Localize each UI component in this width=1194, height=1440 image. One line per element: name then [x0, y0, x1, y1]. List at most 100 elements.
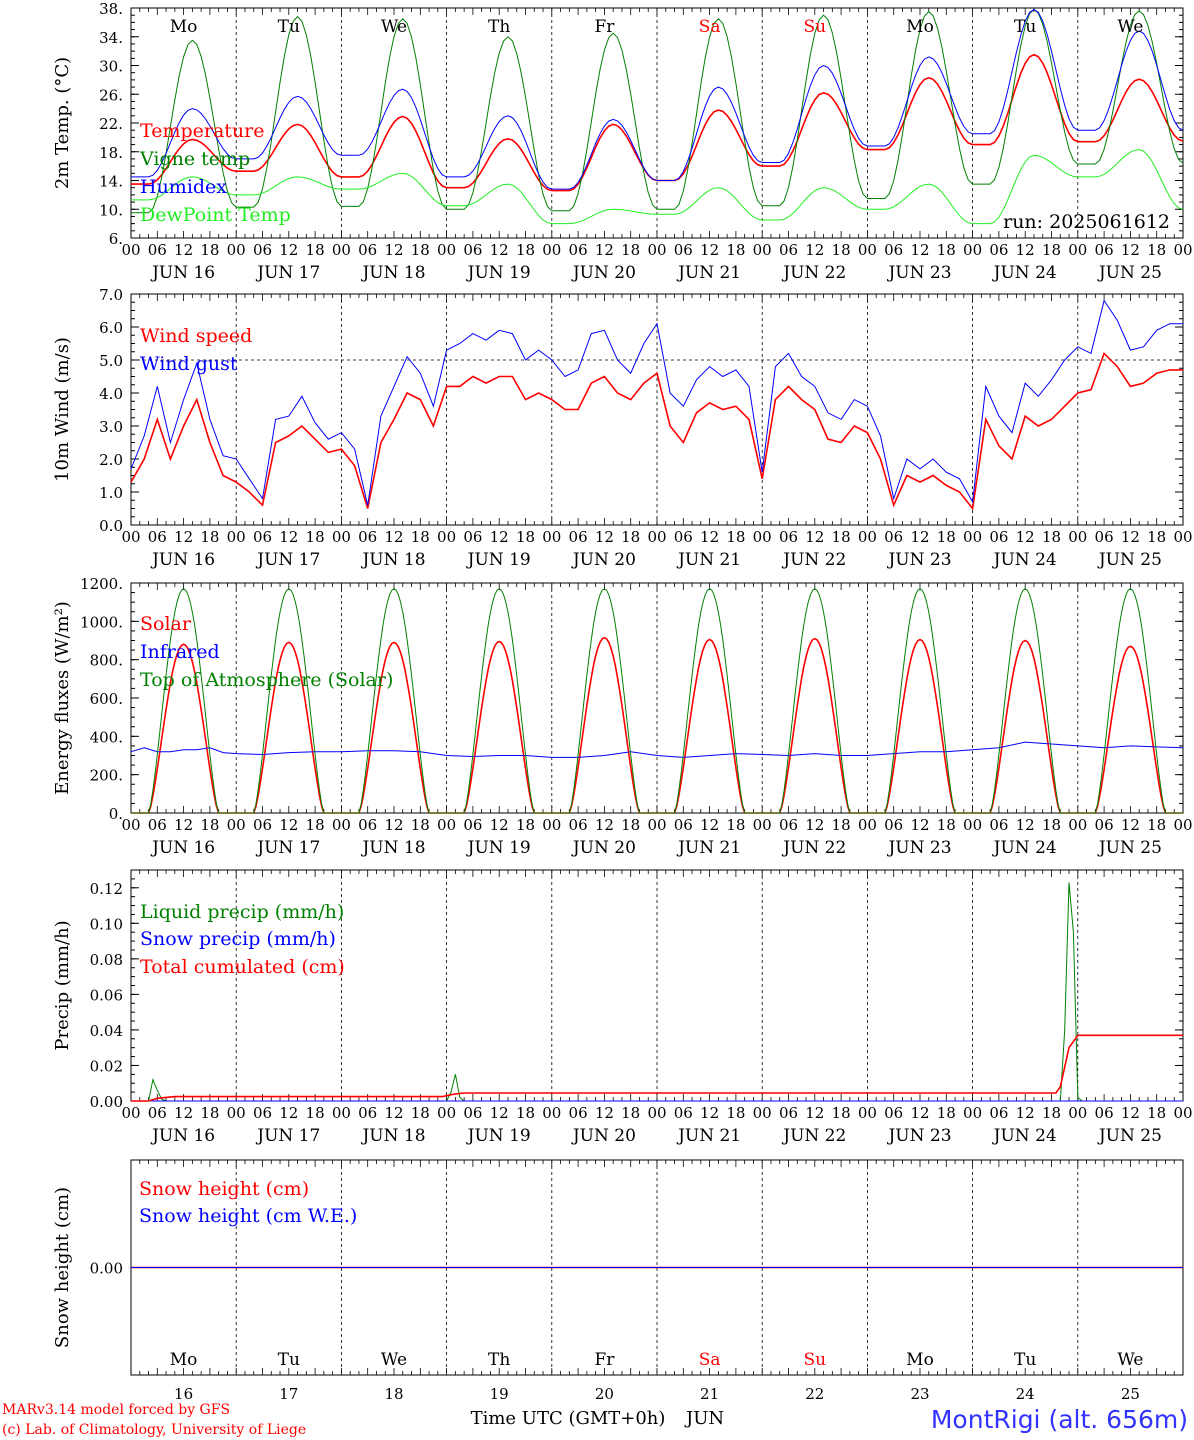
hour-label: 06	[463, 1104, 482, 1122]
weekday-label: Mo	[906, 1350, 934, 1370]
hour-label: 12	[805, 1104, 824, 1122]
y-tick-label: 7.0	[99, 286, 123, 304]
date-label: JUN 19	[466, 550, 531, 570]
hour-label: 00	[121, 1104, 140, 1122]
weekday-label: Fr	[594, 1350, 615, 1370]
hour-label: 12	[595, 816, 614, 834]
hour-label: 00	[963, 1104, 982, 1122]
hour-label: 18	[306, 528, 325, 546]
date-label: JUN 23	[886, 550, 951, 570]
hour-label: 00	[1173, 1104, 1192, 1122]
hour-label: 18	[621, 241, 640, 259]
hour-label: 18	[621, 816, 640, 834]
hour-label: 18	[516, 1104, 535, 1122]
hour-label: 12	[174, 1104, 193, 1122]
hour-label: 18	[937, 1104, 956, 1122]
series-line-liquid-precip-mm-h-	[131, 882, 1183, 1102]
hour-label: 06	[884, 1104, 903, 1122]
hour-label: 00	[1068, 1104, 1087, 1122]
hour-label: 18	[726, 241, 745, 259]
legend-entry: Snow height (cm)	[139, 1178, 309, 1200]
hour-label: 06	[779, 816, 798, 834]
hour-label: 06	[463, 528, 482, 546]
hour-label: 06	[1095, 528, 1114, 546]
date-label: JUN 18	[360, 550, 425, 570]
hour-label: 00	[542, 241, 561, 259]
hour-label: 12	[174, 528, 193, 546]
date-label: JUN 24	[992, 838, 1057, 858]
hour-label: 18	[516, 528, 535, 546]
hour-label: 18	[411, 1104, 430, 1122]
weekday-label: We	[1117, 17, 1143, 37]
hour-label: 00	[1068, 528, 1087, 546]
hour-label: 00	[753, 1104, 772, 1122]
y-axis-label: 2m Temp. (°C)	[52, 57, 73, 189]
y-tick-label: 0.	[109, 805, 123, 823]
y-tick-label: 0.04	[90, 1022, 123, 1040]
y-tick-label: 34.	[99, 29, 123, 47]
hour-label: 18	[1042, 528, 1061, 546]
weekday-label: We	[381, 17, 407, 37]
weekday-label: Th	[488, 17, 510, 37]
y-tick-label: 2.0	[99, 451, 123, 469]
weekday-label: Tu	[1014, 17, 1036, 37]
hour-label: 00	[753, 241, 772, 259]
hour-label: 06	[884, 816, 903, 834]
weekday-label: We	[381, 1350, 407, 1370]
hour-label: 00	[963, 241, 982, 259]
y-tick-label: 400.	[90, 728, 123, 746]
y-tick-label: 1000.	[80, 613, 123, 631]
hour-label: 06	[253, 1104, 272, 1122]
date-label: JUN 22	[781, 550, 846, 570]
day-number-label: 16	[174, 1385, 193, 1403]
hour-label: 06	[674, 1104, 693, 1122]
hour-label: 00	[542, 1104, 561, 1122]
day-number-label: 18	[384, 1385, 403, 1403]
hour-label: 06	[148, 816, 167, 834]
weekday-label: Th	[488, 1350, 510, 1370]
weekday-label: Su	[803, 17, 826, 37]
hour-label: 18	[1042, 816, 1061, 834]
hour-label: 06	[569, 528, 588, 546]
legend-entry: Vigne temp	[139, 148, 250, 170]
weekday-label: Sa	[699, 17, 721, 37]
hour-label: 18	[1147, 528, 1166, 546]
hour-label: 06	[674, 816, 693, 834]
y-tick-label: 1200.	[80, 575, 123, 593]
hour-label: 00	[121, 528, 140, 546]
y-tick-label: 30.	[99, 58, 123, 76]
date-label: JUN 21	[676, 550, 741, 570]
hour-label: 00	[332, 528, 351, 546]
hour-label: 06	[779, 241, 798, 259]
date-label: JUN 22	[781, 1126, 846, 1146]
hour-label: 18	[726, 816, 745, 834]
hour-label: 18	[832, 528, 851, 546]
hour-label: 00	[1173, 241, 1192, 259]
hour-label: 12	[490, 816, 509, 834]
date-label: JUN 25	[1097, 263, 1162, 283]
hour-label: 12	[910, 816, 929, 834]
y-tick-label: 38.	[99, 0, 123, 18]
day-number-label: 19	[490, 1385, 509, 1403]
hour-label: 18	[937, 528, 956, 546]
hour-label: 00	[227, 816, 246, 834]
weekday-label: We	[1117, 1350, 1143, 1370]
hour-label: 06	[1095, 1104, 1114, 1122]
hour-label: 18	[726, 528, 745, 546]
hour-label: 00	[227, 528, 246, 546]
run-label: run: 2025061612	[1003, 211, 1170, 233]
hour-label: 12	[279, 1104, 298, 1122]
hour-label: 00	[1068, 241, 1087, 259]
date-label: JUN 22	[781, 838, 846, 858]
day-number-label: 24	[1016, 1385, 1035, 1403]
series-line-vigne-temp	[131, 8, 1184, 214]
hour-label: 18	[1147, 816, 1166, 834]
hour-label: 06	[884, 528, 903, 546]
hour-label: 00	[753, 528, 772, 546]
hour-label: 12	[1016, 528, 1035, 546]
hour-label: 00	[332, 241, 351, 259]
hour-label: 06	[779, 528, 798, 546]
hour-label: 12	[595, 241, 614, 259]
hour-label: 12	[279, 241, 298, 259]
hour-label: 12	[700, 1104, 719, 1122]
